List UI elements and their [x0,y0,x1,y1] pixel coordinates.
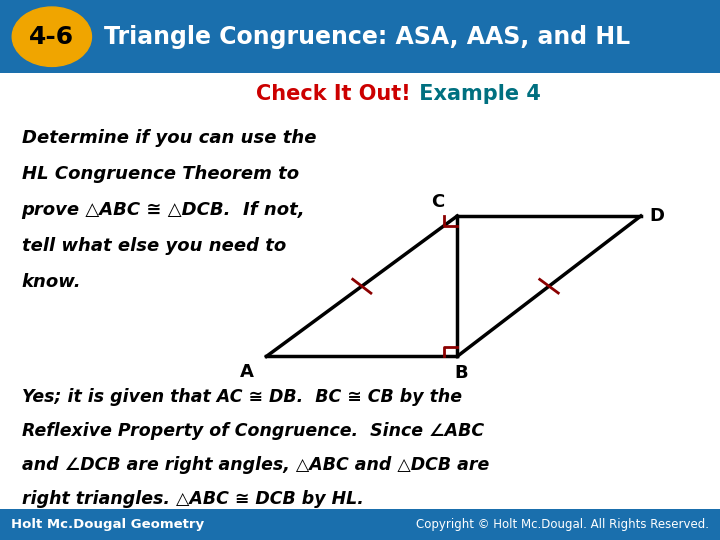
FancyBboxPatch shape [0,0,720,73]
Text: B: B [454,364,467,382]
Text: D: D [649,207,665,225]
FancyBboxPatch shape [0,509,720,540]
Text: Check It Out!: Check It Out! [256,84,410,105]
Text: Reflexive Property of Congruence.  Since ∠ABC: Reflexive Property of Congruence. Since … [22,422,484,440]
Text: right triangles. △ABC ≅ DCB by HL.: right triangles. △ABC ≅ DCB by HL. [22,490,364,508]
Text: Copyright © Holt Mc.Dougal. All Rights Reserved.: Copyright © Holt Mc.Dougal. All Rights R… [416,518,709,531]
Text: tell what else you need to: tell what else you need to [22,237,286,255]
Text: HL Congruence Theorem to: HL Congruence Theorem to [22,165,299,183]
Text: prove △ABC ≅ △DCB.  If not,: prove △ABC ≅ △DCB. If not, [22,201,305,219]
Circle shape [12,7,91,66]
Text: 4-6: 4-6 [30,25,74,49]
Text: A: A [240,363,253,381]
Text: Holt Mc.Dougal Geometry: Holt Mc.Dougal Geometry [11,518,204,531]
Text: Yes; it is given that AC ≅ DB.  BC ≅ CB by the: Yes; it is given that AC ≅ DB. BC ≅ CB b… [22,388,462,406]
Text: know.: know. [22,273,81,292]
Text: Example 4: Example 4 [412,84,541,105]
Text: and ∠DCB are right angles, △ABC and △DCB are: and ∠DCB are right angles, △ABC and △DCB… [22,456,489,474]
Text: C: C [431,193,444,211]
Text: Determine if you can use the: Determine if you can use the [22,129,316,147]
Text: Triangle Congruence: ASA, AAS, and HL: Triangle Congruence: ASA, AAS, and HL [104,25,631,49]
